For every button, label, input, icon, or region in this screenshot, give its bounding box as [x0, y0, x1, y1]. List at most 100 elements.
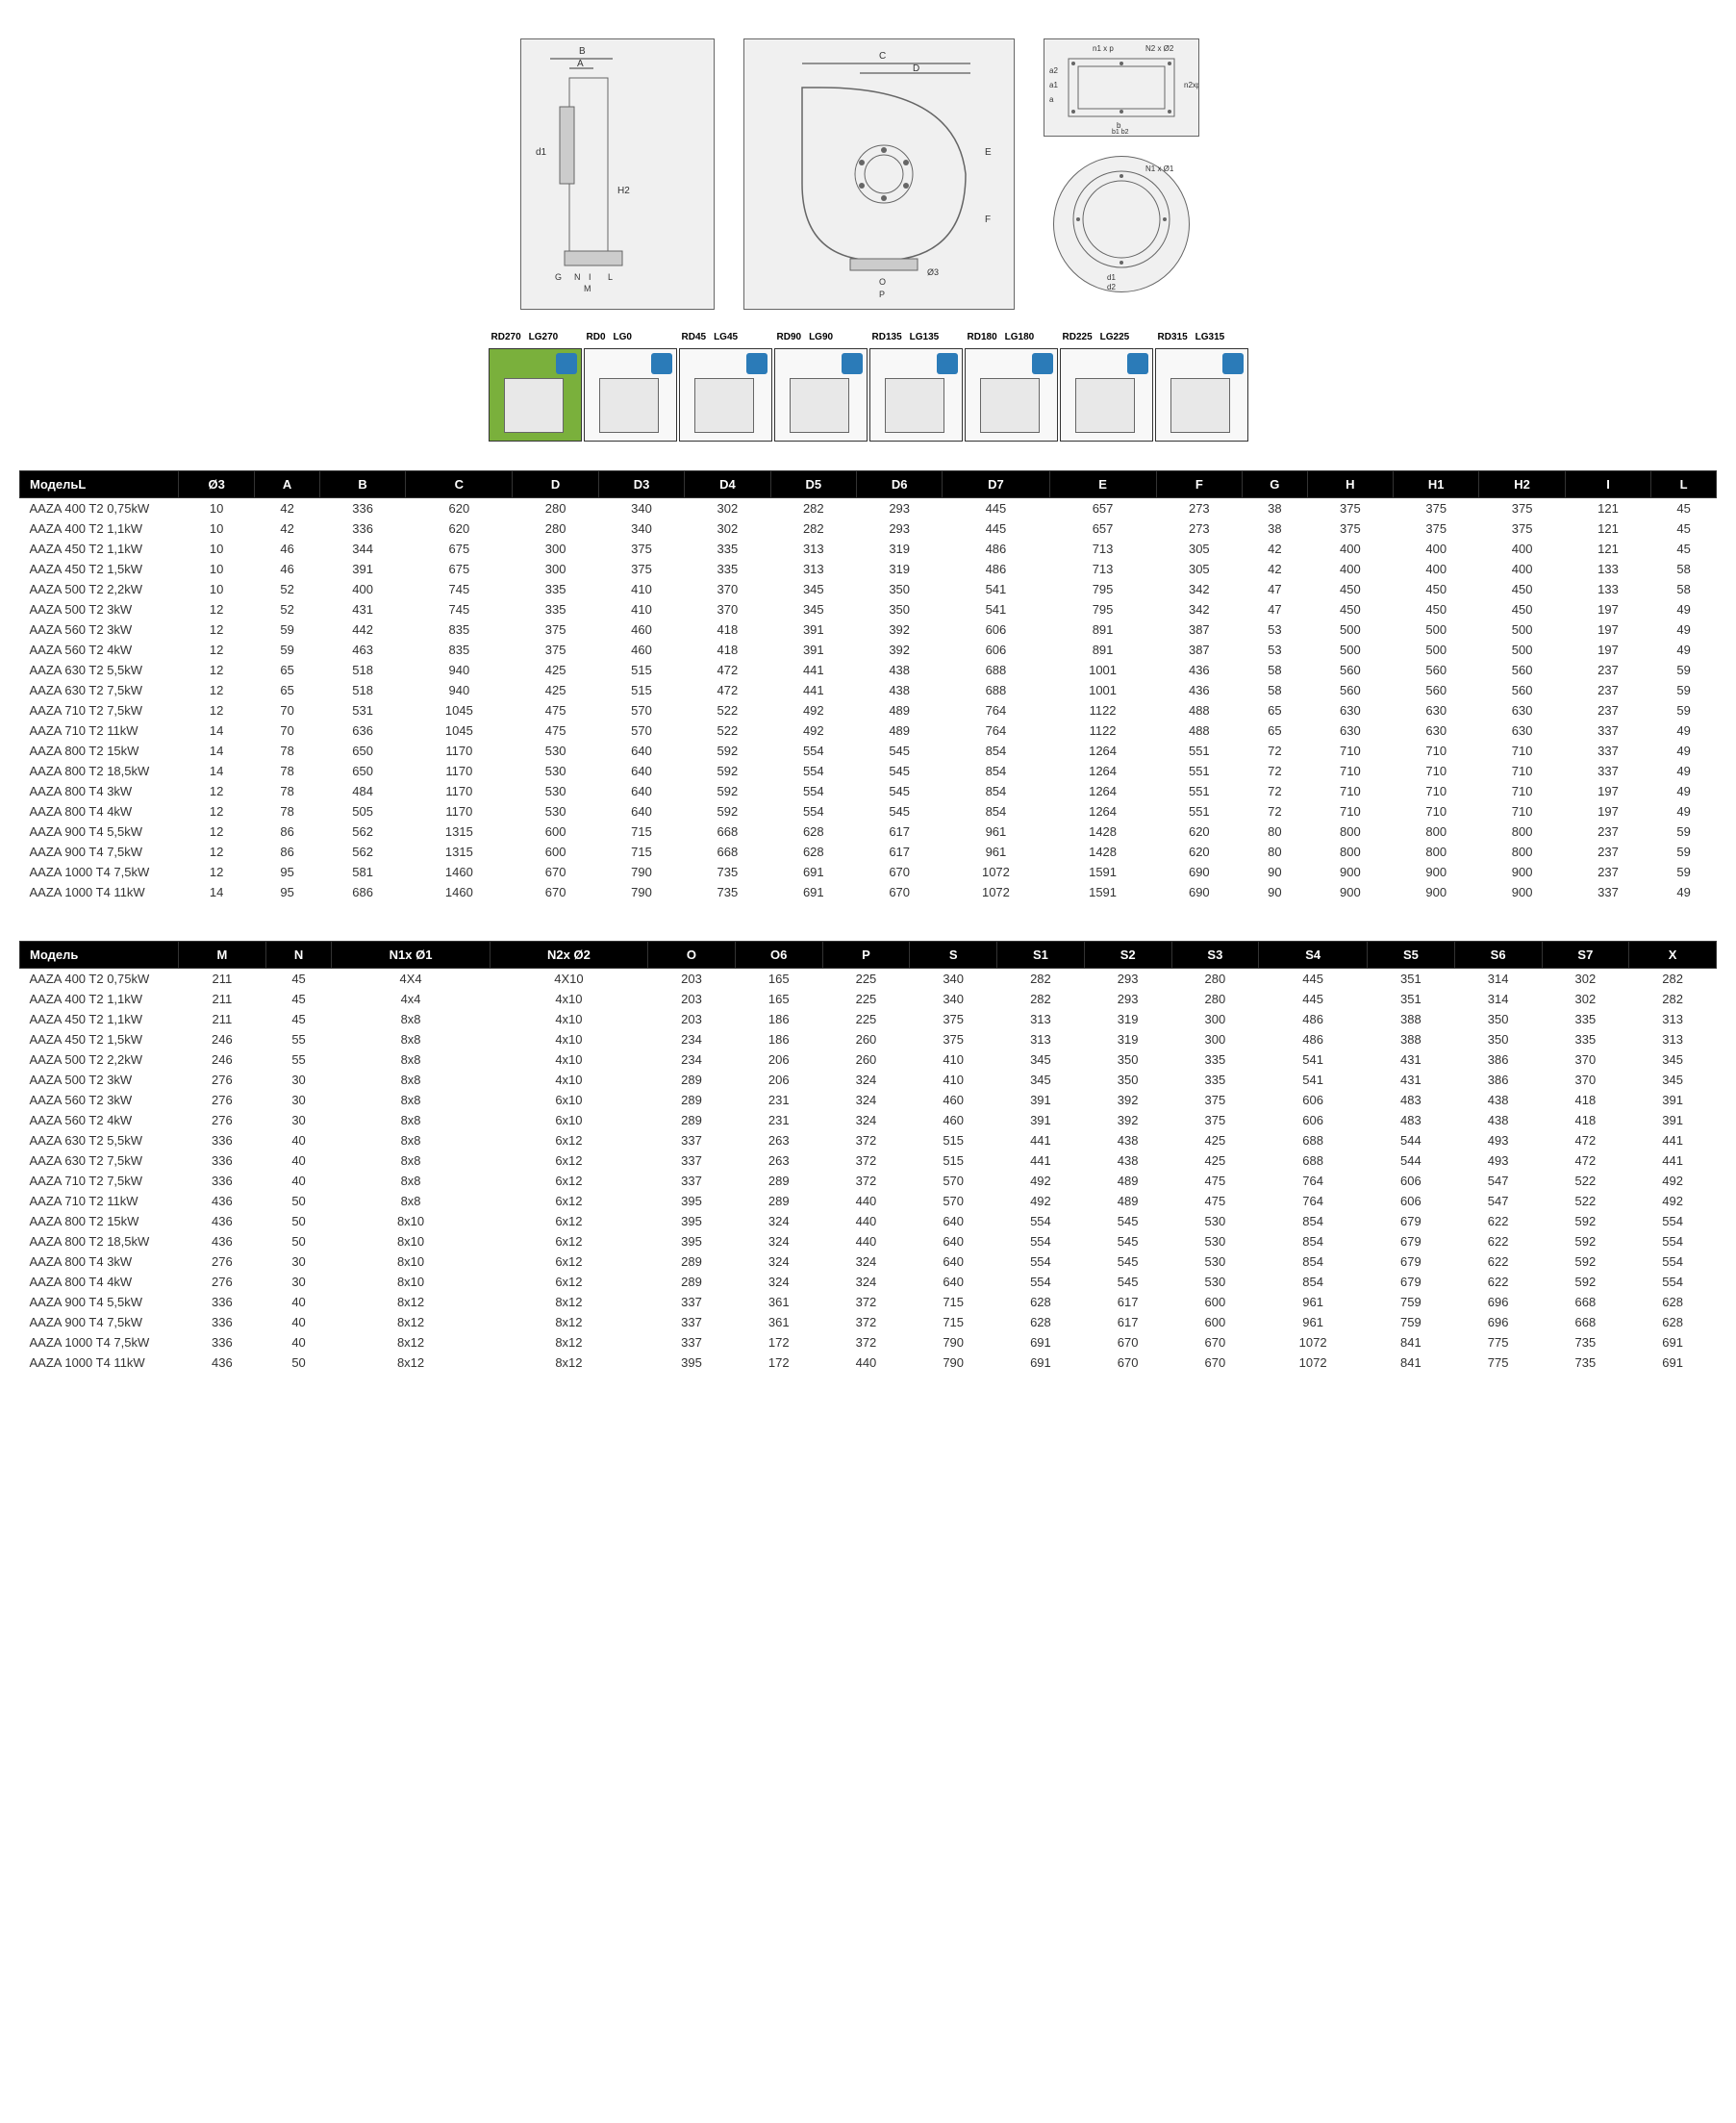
table-row: AAZA 560 T2 3kW276308x86x102892313244603… — [20, 1090, 1717, 1110]
table-cell: 1122 — [1049, 720, 1156, 741]
table-cell: 58 — [1243, 680, 1308, 700]
dimensions-table-1: МодельLØ3ABCDD3D4D5D6D7EFGHH1H2ILAAZA 40… — [19, 470, 1717, 902]
table-cell: 59 — [1651, 680, 1717, 700]
table-cell: 12 — [179, 801, 255, 821]
table-cell: 425 — [1171, 1150, 1259, 1171]
table-cell: 336 — [179, 1171, 266, 1191]
table-cell: AAZA 500 T2 3kW — [20, 599, 179, 619]
orientation-option[interactable]: RD90LG90 — [774, 348, 868, 442]
table-cell: 554 — [770, 781, 856, 801]
table-cell: 418 — [1542, 1110, 1629, 1130]
table-cell: 387 — [1156, 640, 1242, 660]
table-cell: 400 — [1394, 559, 1479, 579]
flange-diagrams: n1 x p N2 x Ø2 a2 a1 a n2xp b b1 b2 N1 x… — [1044, 38, 1217, 308]
table-cell: 337 — [1565, 741, 1650, 761]
table-cell: 854 — [1259, 1272, 1368, 1292]
table-cell: 670 — [1084, 1352, 1171, 1373]
table-row: AAZA 560 T2 4kW1259463835375460418391392… — [20, 640, 1717, 660]
table-cell: AAZA 900 T4 5,5kW — [20, 1292, 179, 1312]
table-cell: 72 — [1243, 781, 1308, 801]
table-cell: 49 — [1651, 619, 1717, 640]
table-cell: 4X4 — [332, 969, 490, 990]
table-cell: 314 — [1454, 969, 1542, 990]
table-cell: 472 — [685, 660, 770, 680]
table-cell: 335 — [685, 539, 770, 559]
orientation-selector: RD270LG270RD0LG0RD45LG45RD90LG90RD135LG1… — [19, 348, 1717, 442]
table-cell: AAZA 900 T4 7,5kW — [20, 1312, 179, 1332]
table-cell: 622 — [1454, 1211, 1542, 1231]
table-cell: 891 — [1049, 619, 1156, 640]
table-cell: 1170 — [406, 741, 513, 761]
table-cell: 560 — [1307, 660, 1393, 680]
table-cell: 50 — [265, 1191, 332, 1211]
table-cell: 4x10 — [490, 1049, 647, 1070]
table-cell: 237 — [1565, 680, 1650, 700]
table-cell: 592 — [685, 741, 770, 761]
table-cell: AAZA 710 T2 11kW — [20, 720, 179, 741]
table-cell: 370 — [1542, 1070, 1629, 1090]
svg-text:b1 b2: b1 b2 — [1112, 129, 1129, 136]
table-cell: 45 — [265, 989, 332, 1009]
table-cell: 52 — [255, 599, 320, 619]
table-cell: 436 — [179, 1231, 266, 1251]
orientation-option[interactable]: RD225LG225 — [1060, 348, 1153, 442]
svg-text:L: L — [608, 272, 613, 282]
table-cell: 45 — [265, 1009, 332, 1029]
table-cell: 197 — [1565, 801, 1650, 821]
table-cell: 547 — [1454, 1171, 1542, 1191]
table-cell: 12 — [179, 640, 255, 660]
table-cell: AAZA 500 T2 3kW — [20, 1070, 179, 1090]
table-cell: 46 — [255, 539, 320, 559]
table-cell: 386 — [1454, 1070, 1542, 1090]
table-cell: 696 — [1454, 1292, 1542, 1312]
table-cell: 628 — [1629, 1312, 1717, 1332]
orientation-option[interactable]: RD0LG0 — [584, 348, 677, 442]
table-cell: 59 — [1651, 862, 1717, 882]
table-cell: 735 — [685, 882, 770, 902]
orientation-label: RD135LG135 — [872, 332, 940, 342]
table-cell: 441 — [770, 680, 856, 700]
column-header: N1x Ø1 — [332, 942, 490, 969]
orientation-label: RD225LG225 — [1063, 332, 1130, 342]
table-cell: 231 — [735, 1110, 822, 1130]
table-cell: 961 — [943, 821, 1049, 842]
table-cell: 1591 — [1049, 882, 1156, 902]
table-cell: 800 — [1307, 821, 1393, 842]
table-cell: 336 — [179, 1150, 266, 1171]
table-cell: 560 — [1394, 680, 1479, 700]
table-cell: 554 — [997, 1272, 1085, 1292]
table-cell: 361 — [735, 1312, 822, 1332]
table-cell: 515 — [910, 1150, 997, 1171]
table-cell: 483 — [1368, 1110, 1455, 1130]
table-cell: 617 — [1084, 1312, 1171, 1332]
table-cell: AAZA 500 T2 2,2kW — [20, 1049, 179, 1070]
table-cell: 8x10 — [332, 1211, 490, 1231]
table-cell: 554 — [770, 761, 856, 781]
table-cell: 691 — [997, 1352, 1085, 1373]
column-header: C — [406, 471, 513, 498]
table-cell: 475 — [1171, 1191, 1259, 1211]
table-cell: AAZA 710 T2 11kW — [20, 1191, 179, 1211]
table-cell: 324 — [822, 1272, 910, 1292]
orientation-option[interactable]: RD180LG180 — [965, 348, 1058, 442]
table-cell: 324 — [735, 1211, 822, 1231]
table-cell: 530 — [1171, 1272, 1259, 1292]
table-cell: 436 — [1156, 680, 1242, 700]
table-cell: 289 — [735, 1191, 822, 1211]
table-cell: 282 — [770, 518, 856, 539]
table-cell: 486 — [943, 539, 1049, 559]
table-cell: 425 — [513, 660, 598, 680]
table-cell: 30 — [265, 1272, 332, 1292]
table-cell: AAZA 500 T2 2,2kW — [20, 579, 179, 599]
orientation-option[interactable]: RD315LG315 — [1155, 348, 1248, 442]
orientation-option[interactable]: RD135LG135 — [869, 348, 963, 442]
orientation-option[interactable]: RD270LG270 — [489, 348, 582, 442]
orientation-rotation-icon — [1222, 353, 1244, 374]
orientation-option[interactable]: RD45LG45 — [679, 348, 772, 442]
table-cell: 12 — [179, 862, 255, 882]
table-cell: 1072 — [943, 882, 1049, 902]
orientation-fan-outline — [1170, 378, 1230, 433]
table-cell: 560 — [1394, 660, 1479, 680]
table-cell: 336 — [179, 1312, 266, 1332]
table-cell: 78 — [255, 781, 320, 801]
